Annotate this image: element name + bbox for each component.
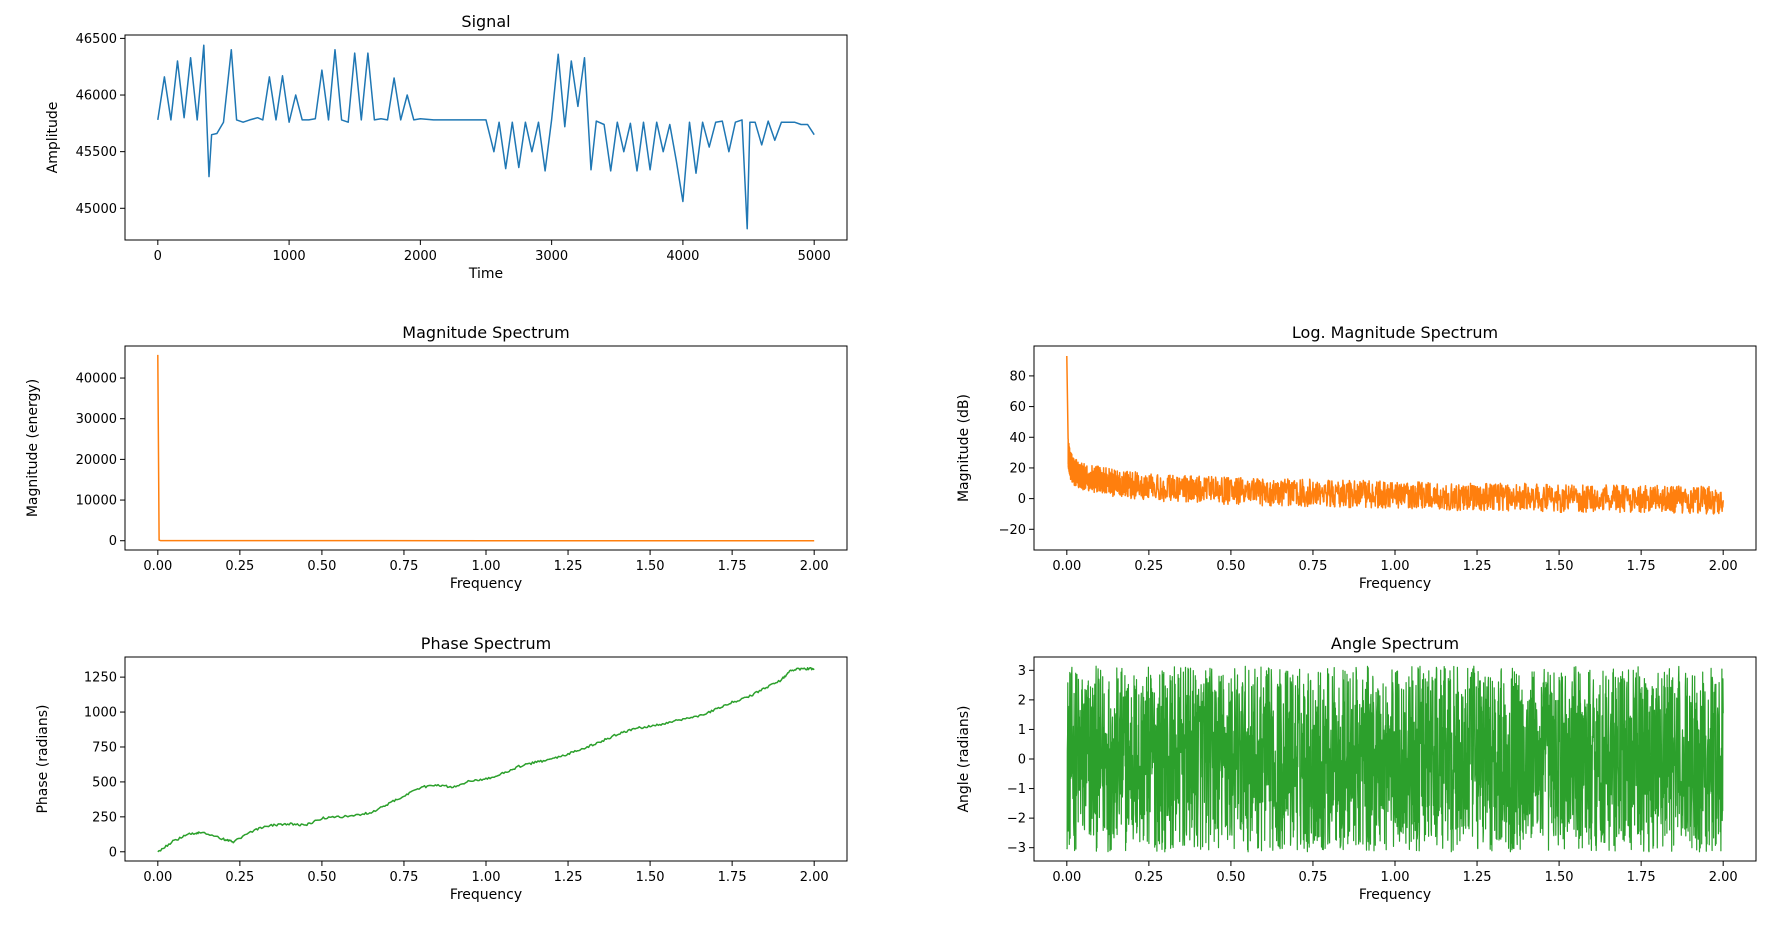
y-tick-label: 3 <box>1018 664 1026 679</box>
x-tick-label: 0 <box>154 249 162 264</box>
x-tick-label: 1.25 <box>1463 559 1492 574</box>
series-line-angle <box>1066 665 1724 853</box>
x-tick-label: 1.25 <box>554 870 583 885</box>
x-tick-label: 0.75 <box>389 559 418 574</box>
x-tick-label: 0.50 <box>307 559 336 574</box>
chart-title: Phase Spectrum <box>421 634 551 653</box>
series-line-signal <box>157 44 815 230</box>
y-tick-label: 1250 <box>84 671 117 686</box>
y-tick-label: 46000 <box>76 89 117 104</box>
y-tick-label: 45500 <box>76 145 117 160</box>
y-axis-label: Magnitude (energy) <box>25 379 41 517</box>
x-tick-label: 1.75 <box>718 559 747 574</box>
y-tick-label: 45000 <box>76 202 117 217</box>
y-tick-label: 30000 <box>76 412 117 427</box>
y-tick-label: 80 <box>1009 369 1026 384</box>
y-tick-label: 0 <box>109 845 117 860</box>
y-tick-label: 250 <box>92 810 117 825</box>
y-tick-label: −20 <box>999 523 1026 538</box>
x-tick-label: 1.50 <box>636 870 665 885</box>
y-axis-label: Angle (radians) <box>956 705 972 812</box>
x-tick-label: 0.75 <box>389 870 418 885</box>
x-tick-label: 0.50 <box>307 870 336 885</box>
chart-title: Magnitude Spectrum <box>402 323 569 342</box>
x-tick-label: 1.50 <box>1545 559 1574 574</box>
x-tick-label: 1.75 <box>1627 870 1656 885</box>
x-tick-label: 1.00 <box>1381 870 1410 885</box>
series-line-logmag <box>1066 355 1724 515</box>
x-tick-label: 1.75 <box>1627 559 1656 574</box>
x-tick-label: 1.50 <box>636 559 665 574</box>
x-tick-label: 1.50 <box>1545 870 1574 885</box>
chart-logmag: 0.00 0.25 0.50 0.75 1.00 1.25 1.50 1.75 2.00 −20 0… <box>956 323 1757 592</box>
x-axis-label: Time <box>468 266 503 282</box>
x-tick-label: 0.00 <box>1052 870 1081 885</box>
x-tick-label: 1.75 <box>718 870 747 885</box>
chart-title: Signal <box>461 12 510 31</box>
x-tick-label: 1.00 <box>472 870 501 885</box>
y-tick-label: 40000 <box>76 372 117 387</box>
x-axis-label: Frequency <box>450 576 522 592</box>
series-line-phase <box>157 666 815 853</box>
y-tick-label: −3 <box>1007 841 1026 856</box>
x-tick-label: 0.75 <box>1298 559 1327 574</box>
chart-magnitude: 0.00 0.25 0.50 0.75 1.00 1.25 1.50 1.75 2.00 0 100… <box>25 323 848 592</box>
x-tick-label: 1.25 <box>554 559 583 574</box>
x-tick-label: 0.50 <box>1216 870 1245 885</box>
x-axis-label: Frequency <box>1359 887 1431 903</box>
x-tick-label: 0.25 <box>225 870 254 885</box>
y-tick-label: 40 <box>1009 431 1026 446</box>
y-tick-label: −2 <box>1007 812 1026 827</box>
chart-title: Angle Spectrum <box>1331 634 1459 653</box>
y-tick-label: 500 <box>92 775 117 790</box>
y-tick-label: 20000 <box>76 453 117 468</box>
y-tick-label: 0 <box>1018 753 1026 768</box>
x-tick-label: 0.50 <box>1216 559 1245 574</box>
y-tick-label: 46500 <box>76 32 117 47</box>
x-tick-label: 0.75 <box>1298 870 1327 885</box>
x-axis-label: Frequency <box>450 887 522 903</box>
x-tick-label: 2.00 <box>1709 870 1738 885</box>
x-tick-label: 0.25 <box>1134 559 1163 574</box>
chart-phase: 0.00 0.25 0.50 0.75 1.00 1.25 1.50 1.75 2.00 0 250… <box>35 634 848 903</box>
y-tick-label: 0 <box>1018 492 1026 507</box>
y-tick-label: −1 <box>1007 782 1026 797</box>
chart-angle: 0.00 0.25 0.50 0.75 1.00 1.25 1.50 1.75 2.00 −3 −2… <box>956 634 1757 903</box>
x-tick-label: 2.00 <box>800 559 829 574</box>
axes-frame <box>124 34 848 241</box>
y-tick-label: 0 <box>109 534 117 549</box>
chart-title: Log. Magnitude Spectrum <box>1292 323 1498 342</box>
y-tick-label: 2 <box>1018 693 1026 708</box>
y-tick-label: 20 <box>1009 461 1026 476</box>
x-tick-label: 0.25 <box>225 559 254 574</box>
x-tick-label: 0.00 <box>1052 559 1081 574</box>
y-tick-label: 750 <box>92 740 117 755</box>
x-tick-label: 4000 <box>666 249 699 264</box>
x-tick-label: 1.00 <box>1381 559 1410 574</box>
chart-signal: 0 1000 2000 3000 4000 5000 45000 45500 46000 4650… <box>45 12 848 282</box>
x-tick-label: 0.00 <box>143 870 172 885</box>
y-axis-label: Amplitude <box>45 102 61 174</box>
x-axis-label: Frequency <box>1359 576 1431 592</box>
x-tick-label: 2000 <box>404 249 437 264</box>
y-axis-label: Magnitude (dB) <box>956 394 972 502</box>
y-tick-label: 60 <box>1009 400 1026 415</box>
y-tick-label: 1000 <box>84 706 117 721</box>
x-tick-label: 0.25 <box>1134 870 1163 885</box>
x-tick-label: 3000 <box>535 249 568 264</box>
x-tick-label: 2.00 <box>1709 559 1738 574</box>
y-tick-label: 10000 <box>76 494 117 509</box>
x-tick-label: 1.25 <box>1463 870 1492 885</box>
x-tick-label: 2.00 <box>800 870 829 885</box>
x-tick-label: 1000 <box>273 249 306 264</box>
series-line-magnitude <box>157 354 815 542</box>
x-tick-label: 5000 <box>798 249 831 264</box>
y-axis-label: Phase (radians) <box>35 704 51 813</box>
x-tick-label: 0.00 <box>143 559 172 574</box>
y-tick-label: 1 <box>1018 723 1026 738</box>
x-tick-label: 1.00 <box>472 559 501 574</box>
